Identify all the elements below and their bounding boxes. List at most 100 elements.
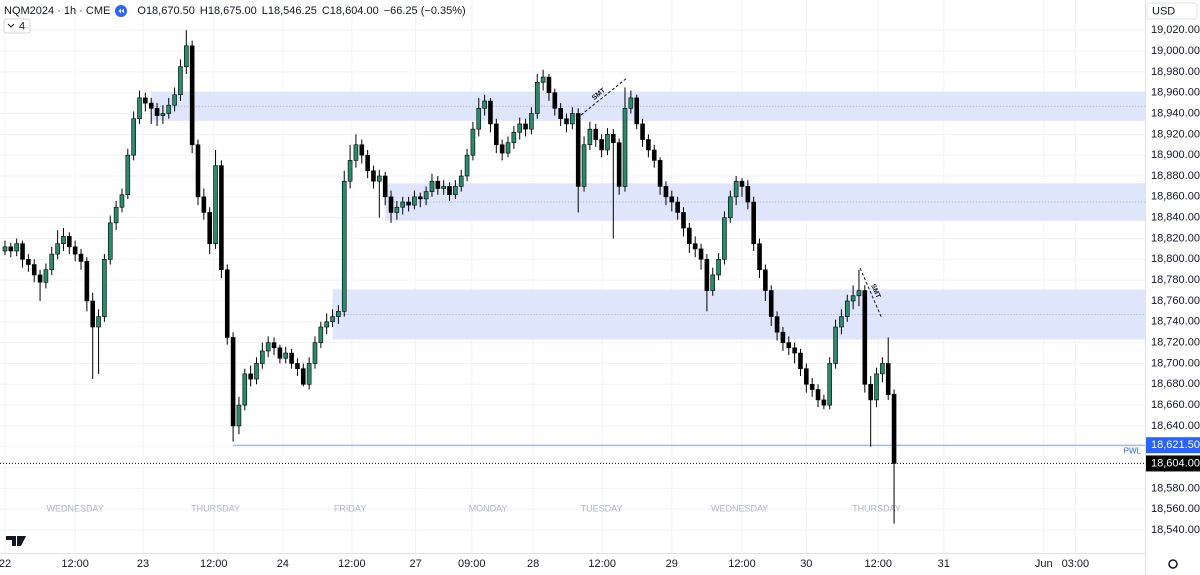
candle-body — [207, 212, 212, 244]
candle-body — [72, 246, 78, 255]
candle-body — [336, 311, 341, 317]
settings-button[interactable] — [1168, 559, 1178, 569]
candle-body — [400, 201, 406, 208]
candle-body — [277, 347, 283, 359]
candle-body — [166, 104, 172, 114]
currency-box[interactable] — [1146, 2, 1198, 20]
candle-body — [839, 316, 844, 328]
candle-body — [365, 154, 370, 172]
y-tick-label: 18,540.00 — [1151, 524, 1200, 536]
candle-body — [347, 160, 353, 182]
candle-body — [681, 212, 686, 229]
candle-body — [815, 389, 821, 401]
candle-body — [768, 290, 774, 317]
candle-body — [540, 76, 546, 83]
candle-body — [324, 321, 329, 328]
candle-body — [201, 196, 207, 213]
y-tick-label: 18,660.00 — [1151, 399, 1200, 411]
candle-body — [219, 165, 224, 271]
candle-body — [663, 186, 669, 198]
candle-body — [260, 350, 265, 364]
candle-body — [353, 144, 359, 161]
candle-body — [885, 363, 891, 396]
candle-body — [669, 196, 675, 203]
candle-body — [160, 113, 166, 116]
candle-body — [441, 186, 446, 189]
x-tick-label: 29 — [666, 558, 678, 570]
candle-body — [31, 264, 37, 276]
candle-body — [447, 186, 452, 196]
candle-body — [453, 186, 458, 196]
candle-body — [37, 274, 43, 283]
day-label: FRIDAY — [334, 503, 366, 513]
candle-body — [61, 236, 66, 244]
candle-body — [49, 253, 55, 271]
candle-body — [739, 180, 745, 187]
candle-body — [377, 175, 382, 182]
candle-body — [786, 342, 792, 349]
candle-body — [862, 290, 868, 385]
candle-body — [84, 261, 90, 302]
candle-body — [412, 196, 417, 206]
candle-body — [20, 243, 25, 260]
candle-body — [804, 368, 809, 385]
candle-body — [570, 113, 575, 125]
candle-body — [90, 300, 96, 328]
logo — [6, 536, 26, 546]
candle-body — [809, 383, 815, 390]
candle-body — [716, 259, 721, 276]
currency[interactable]: USD — [1152, 5, 1175, 17]
day-label: TUESDAY — [581, 503, 623, 513]
candle-body — [230, 337, 236, 427]
candle-body — [687, 227, 692, 244]
candle-body — [575, 113, 581, 187]
indicator-box[interactable] — [3, 18, 31, 34]
candle-body — [8, 246, 14, 252]
candle-body — [131, 118, 136, 156]
candle-body — [154, 108, 160, 116]
ohlc-key: L — [262, 5, 268, 17]
candle-body — [704, 259, 710, 291]
y-tick-label: 18,680.00 — [1151, 378, 1200, 390]
candle-body — [827, 363, 833, 406]
candle-body — [55, 243, 60, 255]
candle-body — [821, 399, 827, 406]
ohlc-value: 18,675.00 — [208, 5, 257, 17]
candle-body — [470, 128, 476, 156]
candle-body — [581, 144, 587, 187]
day-label: WEDNESDAY — [46, 503, 103, 513]
candle-body — [646, 139, 651, 151]
candle-body — [318, 326, 324, 343]
y-tick-label: 18,640.00 — [1151, 420, 1200, 432]
candle-body — [628, 97, 634, 109]
indicator-count: 4 — [19, 20, 25, 32]
ohlc-value: 18,546.25 — [268, 5, 317, 17]
level-badge — [1146, 437, 1200, 454]
y-tick-label: 18,820.00 — [1151, 232, 1200, 244]
candle-body — [634, 97, 639, 125]
candle-body — [622, 108, 628, 187]
candle-body — [178, 66, 183, 96]
candle-body — [868, 383, 873, 401]
last-price-label: 18,604.00 — [1151, 457, 1200, 469]
ohlc-key: C — [322, 5, 330, 17]
candle-body — [558, 108, 563, 120]
candle-body — [14, 243, 19, 252]
candle-body — [891, 393, 897, 464]
candle-body — [289, 352, 294, 364]
candle-body — [359, 144, 365, 156]
y-tick-label: 18,960.00 — [1151, 87, 1200, 99]
candle-body — [464, 154, 470, 177]
x-tick-label: 09:00 — [458, 558, 486, 570]
candle-body — [651, 149, 657, 161]
candle-body — [476, 108, 482, 130]
y-tick-label: 18,700.00 — [1151, 357, 1200, 369]
candle-body — [96, 316, 101, 328]
x-tick-label: 31 — [938, 558, 950, 570]
candle-body — [774, 316, 780, 333]
ohlc-value: 18,670.50 — [146, 5, 195, 17]
y-tick-label: 18,840.00 — [1151, 212, 1200, 224]
candle-body — [423, 191, 429, 200]
candle-body — [593, 128, 599, 140]
last-price-badge — [1146, 455, 1200, 472]
